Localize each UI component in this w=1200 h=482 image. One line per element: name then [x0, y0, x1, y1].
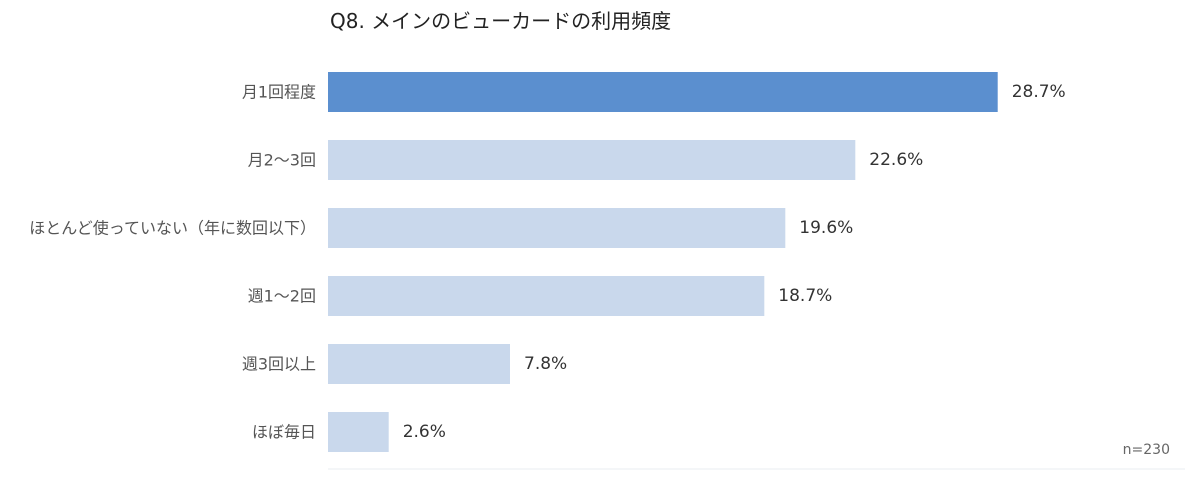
sample-size-note: n=230 — [1122, 442, 1170, 458]
value-label: 19.6% — [799, 218, 853, 238]
category-label: ほぼ毎日 — [252, 423, 316, 442]
category-label: 月1回程度 — [242, 83, 316, 102]
category-label: ほとんど使っていない（年に数回以下） — [29, 219, 316, 238]
bar — [328, 412, 389, 452]
chart-title: Q8. メインのビューカードの利用頻度 — [330, 9, 672, 33]
category-label: 月2〜3回 — [248, 151, 316, 170]
bar — [328, 72, 998, 112]
value-label: 22.6% — [869, 150, 923, 170]
category-label: 週1〜2回 — [248, 287, 316, 306]
bar — [328, 208, 786, 248]
value-label: 18.7% — [778, 286, 832, 306]
value-label: 28.7% — [1012, 82, 1066, 102]
category-label: 週3回以上 — [242, 355, 316, 374]
bar — [328, 276, 765, 316]
value-label: 7.8% — [524, 354, 567, 374]
value-label: 2.6% — [403, 422, 446, 442]
bar — [328, 140, 856, 180]
bar — [328, 344, 510, 384]
